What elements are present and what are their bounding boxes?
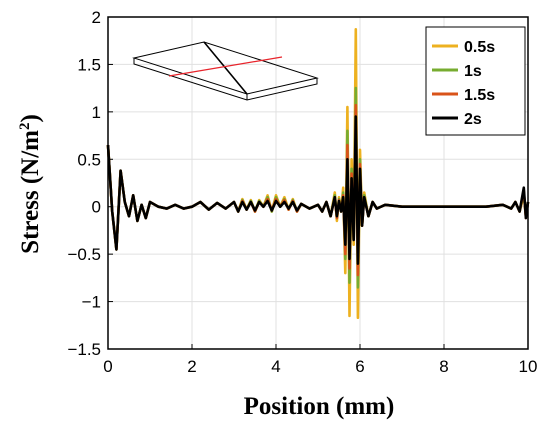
legend-label: 1.5s	[464, 87, 495, 104]
y-tick-label: 0.5	[77, 150, 101, 169]
x-tick-label: 4	[271, 357, 280, 376]
y-tick-label: −1	[82, 293, 101, 312]
inset-cut-line	[203, 41, 248, 95]
axis-ticks: 0 2 4 6 8 10 −1.5 −1 −0.5 0 0.5 1 1.5 2	[67, 8, 537, 376]
y-tick-label: 0	[92, 198, 101, 217]
x-tick-label: 6	[355, 357, 364, 376]
series-lines	[106, 27, 530, 320]
legend: 0.5s 1s 1.5s 2s	[425, 26, 526, 136]
y-tick-label: 1.5	[77, 55, 101, 74]
series-line-2s	[106, 115, 530, 265]
legend-label: 1s	[464, 63, 482, 80]
plot-frame	[107, 16, 529, 350]
x-axis-label: Position (mm)	[244, 393, 395, 420]
legend-label: 2s	[464, 111, 482, 128]
x-tick-label: 10	[519, 357, 538, 376]
y-tick-label: −0.5	[67, 245, 101, 264]
y-axis-label: Stress (N/m2)	[17, 114, 44, 254]
y-tick-label: 1	[92, 103, 101, 122]
x-tick-label: 2	[187, 357, 196, 376]
x-tick-label: 0	[103, 357, 112, 376]
y-tick-label: 2	[92, 8, 101, 27]
inset-measurement-line	[168, 56, 283, 77]
y-tick-label: −1.5	[67, 340, 101, 359]
x-tick-label: 8	[439, 357, 448, 376]
legend-label: 0.5s	[464, 39, 495, 56]
geometry-inset	[132, 41, 319, 101]
